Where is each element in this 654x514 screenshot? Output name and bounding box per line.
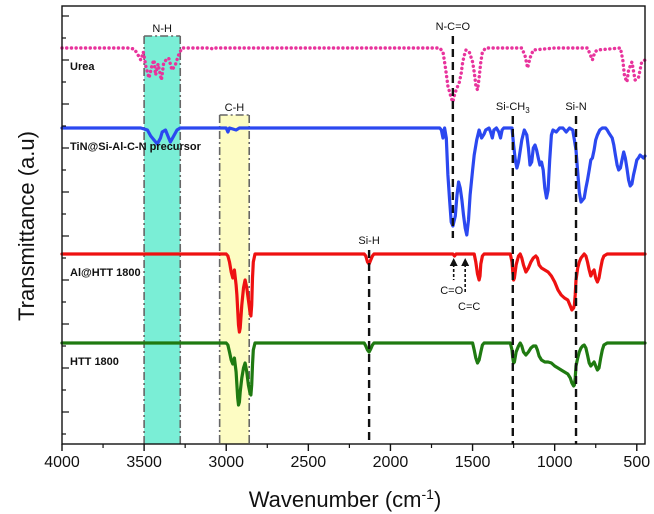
x-tick-label: 2000 xyxy=(373,454,409,471)
x-tick-label: 1500 xyxy=(455,454,491,471)
x-tick-label: 500 xyxy=(623,454,650,471)
plot-frame xyxy=(61,5,646,445)
arrow-label: C=C xyxy=(458,301,480,313)
series-label: HTT 1800 xyxy=(70,356,119,368)
series-label: Urea xyxy=(70,61,95,73)
annotation-labels: N-H C-H Urea TiN@Si-Al-C-N precursor Al@HTT … xyxy=(70,21,587,368)
series-line-3 xyxy=(60,341,647,407)
x-tick-label: 1000 xyxy=(537,454,573,471)
series-line-2 xyxy=(60,252,647,334)
series-line-1 xyxy=(60,126,647,237)
band-label: N-H xyxy=(152,23,172,35)
series-label: TiN@Si-Al-C-N precursor xyxy=(70,141,202,153)
reference-label: Si-N xyxy=(565,101,586,113)
series-lines xyxy=(60,46,647,407)
arrow-head xyxy=(449,258,458,266)
y-axis-title: Transmittance (a.u) xyxy=(14,131,39,321)
band-n-h xyxy=(144,36,181,444)
x-tick-label: 3000 xyxy=(208,454,244,471)
reference-lines xyxy=(367,36,578,444)
arrow-head xyxy=(461,258,470,266)
x-tick-label: 2500 xyxy=(291,454,327,471)
reference-label: Si-CH3 xyxy=(496,101,530,115)
series-label: Al@HTT 1800 xyxy=(70,267,141,279)
x-tick-label: 4000 xyxy=(44,454,80,471)
series-line-0 xyxy=(60,46,647,104)
x-tick-label: 3500 xyxy=(126,454,162,471)
reference-label: N-C=O xyxy=(436,21,471,33)
arrow-label: C=O xyxy=(440,285,463,297)
x-axis-title: Wavenumber (cm-1) xyxy=(249,486,442,512)
band-label: C-H xyxy=(225,102,245,114)
reference-label: Si-H xyxy=(358,235,379,247)
highlight-bands xyxy=(143,35,251,444)
axes: 4000 3500 3000 2500 2000 1500 1000 500 xyxy=(44,5,650,471)
